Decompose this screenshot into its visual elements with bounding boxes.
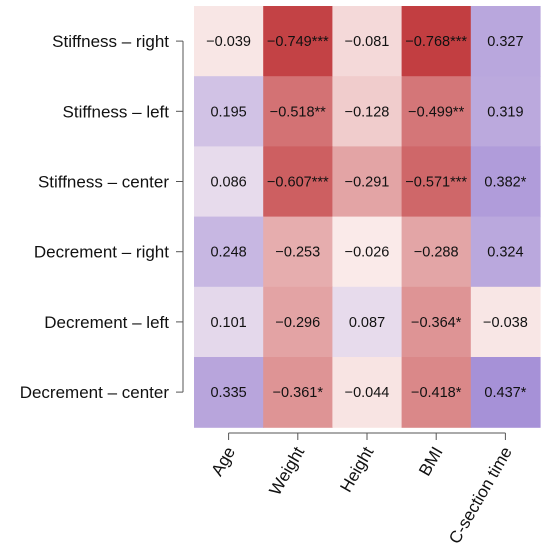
heatmap-cell <box>401 286 472 358</box>
heatmap-cell-value: −0.499** <box>408 104 464 120</box>
heatmap-cell-value: −0.039 <box>206 34 251 50</box>
heatmap-cell-value: −0.253 <box>275 245 320 261</box>
heatmap-cell-value: −0.081 <box>345 34 390 50</box>
heatmap-cell <box>470 6 541 77</box>
heatmap-cell <box>332 216 403 288</box>
heatmap-cell <box>263 6 333 77</box>
column-label: BMI <box>415 444 447 480</box>
heatmap-cell <box>401 76 472 147</box>
row-label: Stiffness – right <box>52 32 169 51</box>
column-label: C-section time <box>445 444 516 547</box>
heatmap-cell <box>263 76 333 147</box>
heatmap-cell <box>194 6 264 77</box>
heatmap-cell-value: −0.361* <box>273 385 324 401</box>
heatmap-cell-value: 0.087 <box>349 315 385 331</box>
heatmap-cell-value: 0.382* <box>484 175 526 191</box>
heatmap-cell <box>401 216 472 288</box>
heatmap-cell <box>332 357 403 428</box>
column-label: Age <box>207 444 239 480</box>
heatmap-cell-value: −0.768*** <box>405 34 467 50</box>
heatmap-cell <box>194 76 264 147</box>
heatmap-cell <box>470 146 541 218</box>
heatmap-cell <box>263 216 333 288</box>
heatmap-cell-value: −0.044 <box>345 385 390 401</box>
heatmap-cell <box>332 286 403 358</box>
heatmap-cell-value: 0.335 <box>210 385 246 401</box>
heatmap-cell <box>263 286 333 358</box>
heatmap-cell <box>401 6 472 77</box>
heatmap-cell-value: 0.248 <box>210 245 246 261</box>
heatmap-cell-value: −0.128 <box>345 104 390 120</box>
heatmap-cell-value: 0.086 <box>210 175 246 191</box>
heatmap-cell-value: −0.607*** <box>267 175 329 191</box>
heatmap-cell <box>470 216 541 288</box>
heatmap-cell-value: 0.319 <box>487 104 523 120</box>
heatmap-cell <box>332 146 403 218</box>
heatmap-cell-value: −0.291 <box>345 175 390 191</box>
heatmap-cell <box>470 286 541 358</box>
heatmap-cell <box>332 6 403 77</box>
heatmap-cell-value: 0.324 <box>487 245 523 261</box>
heatmap-cell-value: −0.026 <box>345 245 390 261</box>
row-label: Decrement – center <box>20 383 170 402</box>
heatmap-cell-value: −0.749*** <box>267 34 329 50</box>
heatmap-cell <box>194 357 264 428</box>
heatmap-cell <box>194 216 264 288</box>
heatmap-cell-value: −0.038 <box>483 315 528 331</box>
heatmap-cell <box>263 146 333 218</box>
heatmap-cell <box>401 357 472 428</box>
heatmap-cell-value: −0.418* <box>411 385 462 401</box>
heatmap-cell-value: −0.571*** <box>405 175 467 191</box>
row-label: Stiffness – center <box>38 173 169 192</box>
heatmap-cell-value: 0.101 <box>210 315 246 331</box>
heatmap-cell <box>401 146 472 218</box>
row-label: Decrement – right <box>34 243 169 262</box>
row-label: Decrement – left <box>44 313 169 332</box>
heatmap-cells: −0.039 −0.749*** −0.081 −0.768*** 0.327 0.195… <box>194 6 541 428</box>
column-label: Weight <box>266 443 309 498</box>
heatmap-cell <box>470 76 541 147</box>
heatmap-cell-value: −0.518** <box>270 104 326 120</box>
heatmap-cell-value: −0.364* <box>411 315 462 331</box>
heatmap-cell <box>194 146 264 218</box>
heatmap-cell <box>470 357 541 428</box>
heatmap-cell-value: −0.296 <box>275 315 320 331</box>
heatmap-cell <box>332 76 403 147</box>
heatmap-cell <box>263 357 333 428</box>
heatmap-cell-value: 0.437* <box>484 385 526 401</box>
heatmap-cell-value: 0.195 <box>210 104 246 120</box>
heatmap-cell <box>194 286 264 358</box>
column-label: Height <box>336 443 377 495</box>
heatmap-cell-value: −0.288 <box>414 245 459 261</box>
heatmap-cell-value: 0.327 <box>487 34 523 50</box>
row-label: Stiffness – left <box>63 102 170 121</box>
